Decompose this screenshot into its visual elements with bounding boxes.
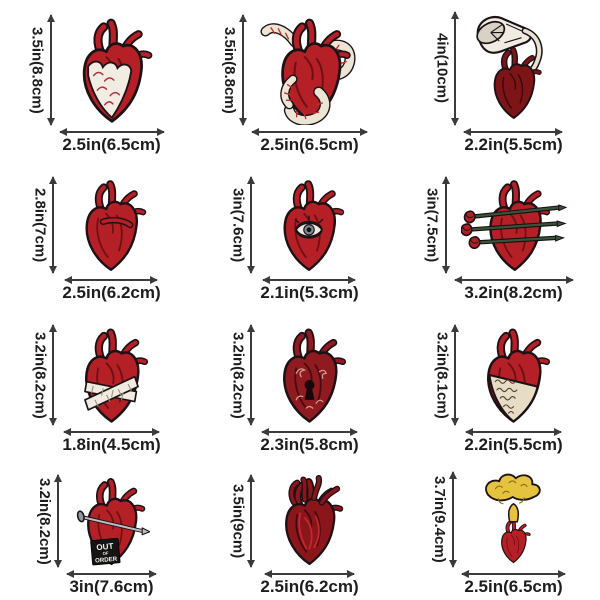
width-label: 2.2in(5.5cm) — [464, 435, 563, 454]
gramophone-heart-patch-image — [476, 15, 544, 125]
veiny-heart-patch-image — [271, 475, 348, 567]
height-label: 3in(7.5cm) — [423, 187, 441, 263]
width-label: 2.5in(6.5cm) — [464, 577, 563, 596]
height-label: 4in(10cm) — [433, 33, 451, 104]
width-arrow — [252, 131, 367, 133]
size-cell-gramophone-heart: 4in(10cm) 2.2in(5.5cm) — [396, 0, 600, 158]
size-cell-skeleton-wrap-heart: 3.5in(8.8cm) — [192, 0, 396, 158]
size-cell-eye-heart: 3in(7.6cm) 2.1in(5.3cm) — [192, 158, 396, 306]
size-cell-classic-anatomical-heart: 2.8in(7cm) 2.5in(6.2cm) — [0, 158, 192, 306]
height-arrow — [52, 177, 55, 273]
height-arrow — [57, 475, 59, 567]
wave-heart-patch-image — [66, 15, 158, 125]
width-label: 2.5in(6.2cm) — [62, 283, 161, 302]
width-arrow — [63, 431, 159, 433]
width-label: 2.2in(5.5cm) — [464, 135, 563, 154]
width-arrow — [263, 279, 356, 281]
size-cell-veiny-heart: 3.5in(9cm) 2.5in(6.2cm) — [192, 458, 396, 600]
height-arrow — [242, 15, 244, 125]
size-cell-half-brain-heart: 3.2in(8.1cm) 2.2in(5.5cm) — [396, 306, 600, 458]
size-cell-keyhole-heart: 3.2in(8.2cm) 2.3in(5.8cm) — [192, 306, 396, 458]
height-arrow — [444, 177, 447, 273]
width-label: 2.5in(6.5cm) — [260, 135, 359, 154]
width-label: 2.3in(5.8cm) — [260, 435, 359, 454]
eye-heart-patch-image — [269, 177, 349, 273]
width-arrow — [465, 431, 561, 433]
height-arrow — [250, 177, 253, 273]
half-brain-heart-patch-image — [472, 325, 555, 425]
height-label: 3.5in(9cm) — [229, 483, 247, 559]
width-label: 1.8in(4.5cm) — [62, 435, 161, 454]
classic-anatomical-heart-patch-image — [71, 177, 151, 273]
size-cell-mushroom-cloud-heart: 3.7in(9.4cm) 2.5in(6.5cm) — [396, 458, 600, 600]
height-label: 3.2in(8.1cm) — [433, 331, 451, 419]
size-cell-rose-pierced-heart: 3in(7.5cm) 3.2in(8.2cm) — [396, 158, 600, 306]
width-arrow — [464, 131, 563, 133]
height-label: 2.8in(7cm) — [31, 187, 49, 263]
width-arrow — [462, 573, 565, 575]
height-arrow — [250, 325, 253, 425]
size-cell-out-of-order-heart: 3.2in(8.2cm) OUT OF ORDER — [0, 458, 192, 600]
width-arrow — [67, 573, 156, 575]
skeleton-wrap-heart-patch-image — [260, 15, 356, 125]
rose-pierced-heart-patch-image — [460, 177, 567, 273]
width-arrow — [261, 431, 357, 433]
size-cell-wave-heart: 3.5in(8.8cm) 2.5in(6.5cm) — [0, 0, 192, 158]
height-arrow — [250, 475, 253, 567]
height-label: 3.2in(8.2cm) — [31, 331, 49, 419]
height-label: 3.2in(8.2cm) — [36, 477, 53, 565]
out-of-order-sign-text: OUT — [96, 542, 114, 552]
out-of-order-sign-text: ORDER — [95, 556, 118, 565]
width-arrow — [454, 279, 573, 281]
width-label: 3in(7.6cm) — [69, 577, 154, 596]
height-arrow — [49, 15, 52, 125]
width-arrow — [264, 573, 354, 575]
width-label: 2.1in(5.3cm) — [260, 283, 359, 302]
height-label: 3.2in(8.2cm) — [229, 331, 247, 419]
width-label: 2.5in(6.2cm) — [260, 577, 359, 596]
height-label: 3.7in(9.4cm) — [431, 476, 448, 563]
height-arrow — [452, 472, 454, 567]
out-of-order-sign-text: OF — [102, 550, 109, 556]
out-of-order-heart-patch-image: OUT OF ORDER — [76, 475, 150, 567]
width-label: 3.2in(8.2cm) — [464, 283, 563, 302]
keyhole-heart-patch-image — [268, 325, 351, 425]
height-label: 3.5in(8.8cm) — [221, 26, 238, 114]
height-arrow — [52, 325, 55, 425]
height-label: 3in(7.6cm) — [229, 187, 247, 263]
width-arrow — [65, 279, 158, 281]
mushroom-cloud-heart-patch-image — [485, 473, 541, 565]
height-arrow — [454, 325, 457, 425]
size-cell-bandaged-heart: 3.2in(8.2cm) 1.8in(4.5cm) — [0, 306, 192, 458]
bandaged-heart-patch-image — [70, 325, 153, 425]
width-label: 2.5in(6.5cm) — [62, 135, 161, 154]
height-arrow — [454, 12, 457, 125]
height-label: 3.5in(8.8cm) — [28, 26, 46, 114]
width-arrow — [59, 131, 164, 133]
